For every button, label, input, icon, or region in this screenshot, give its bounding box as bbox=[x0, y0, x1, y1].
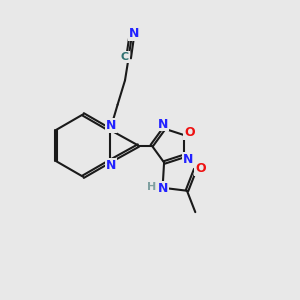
Text: N: N bbox=[129, 27, 140, 40]
Text: O: O bbox=[195, 162, 206, 175]
Text: O: O bbox=[184, 126, 195, 139]
Text: N: N bbox=[106, 159, 116, 172]
Text: N: N bbox=[106, 119, 116, 132]
Text: N: N bbox=[158, 182, 168, 195]
Text: C: C bbox=[121, 52, 129, 62]
Text: N: N bbox=[183, 153, 194, 166]
Text: N: N bbox=[158, 118, 168, 130]
Text: H: H bbox=[147, 182, 156, 192]
